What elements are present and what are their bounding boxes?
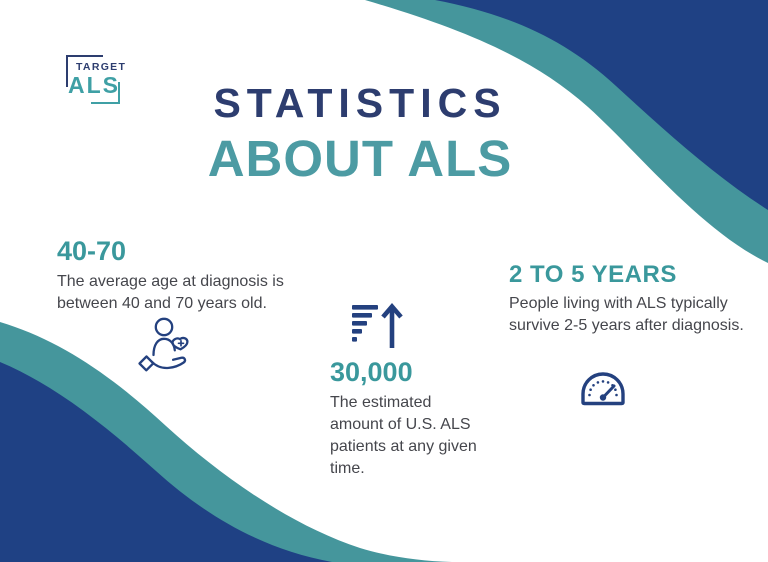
- title-block: STATISTICS ABOUT ALS: [110, 80, 610, 188]
- bottom-left-navy-wave: [0, 362, 332, 562]
- speedometer-icon: [577, 362, 629, 411]
- logo-word-als: ALS: [68, 72, 120, 98]
- stat-survival-heading: 2 TO 5 YEARS: [509, 261, 677, 288]
- top-right-navy-wave: [435, 0, 768, 210]
- stat-patients-description: The estimated amount of U.S. ALS patient…: [330, 394, 477, 478]
- bar-chart-growth-icon: [352, 302, 404, 355]
- stat-age-description: The average age at diagnosis is between …: [57, 273, 284, 313]
- stat-block-patients: 30,000 The estimated amount of U.S. ALS …: [330, 357, 488, 480]
- logo-bracket-top-left: [66, 55, 103, 87]
- target-als-logo: TARGET ALS: [55, 47, 127, 109]
- stat-patients-heading: 30,000: [330, 357, 413, 387]
- page-title-statistics: STATISTICS: [213, 80, 507, 126]
- care-hand-icon: [130, 313, 196, 380]
- logo-word-target: TARGET: [76, 61, 127, 73]
- stat-survival-description: People living with ALS typically survive…: [509, 295, 744, 335]
- logo-bracket-bottom-right: [91, 82, 120, 104]
- page-title-about-als: ABOUT ALS: [207, 130, 513, 187]
- stat-block-survival: 2 TO 5 YEARS People living with ALS typi…: [509, 261, 745, 337]
- stat-age-heading: 40-70: [57, 236, 127, 266]
- stat-block-age: 40-70 The average age at diagnosis is be…: [57, 236, 319, 315]
